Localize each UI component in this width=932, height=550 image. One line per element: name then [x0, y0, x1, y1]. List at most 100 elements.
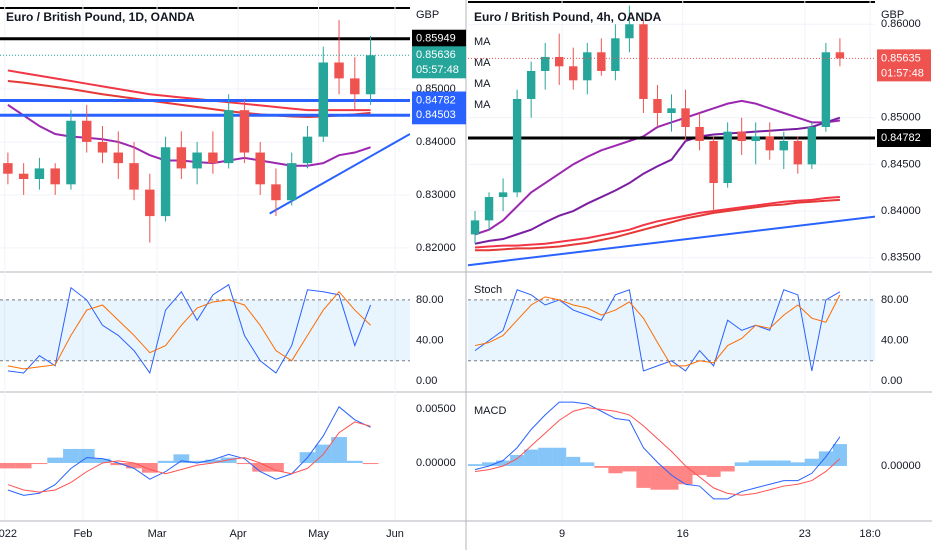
macd-histogram: [126, 462, 142, 469]
candle-body: [223, 110, 234, 164]
last-price-label: 0.85636: [416, 49, 456, 61]
stoch-band: [0, 299, 410, 361]
price-label: 0.84782: [416, 94, 456, 106]
candle-body: [653, 98, 662, 113]
macd-histogram: [220, 457, 237, 463]
macd-histogram: [236, 462, 253, 465]
y-tick-label: 40.00: [416, 334, 444, 346]
candle-body: [639, 24, 648, 99]
stoch-band: [468, 299, 875, 361]
macd-histogram: [720, 465, 735, 472]
y-tick-label: 0.86000: [881, 18, 921, 30]
macd-histogram: [818, 451, 833, 466]
macd-histogram: [748, 460, 763, 466]
macd-histogram: [678, 465, 693, 485]
moving-average: [7, 69, 371, 112]
y-tick-label: 0.00500: [416, 403, 456, 415]
candle-body: [751, 136, 760, 142]
candle-body: [681, 108, 690, 127]
signal-line: [474, 407, 841, 496]
candle-body: [287, 163, 297, 201]
candle-body: [176, 147, 187, 169]
candle-body: [555, 56, 564, 67]
macd-line: [474, 401, 841, 500]
candle-body: [835, 52, 845, 59]
price-label-bg: [412, 91, 466, 110]
axis-unit: GBP: [416, 9, 439, 21]
stoch-d: [7, 291, 371, 370]
y-tick-label: 80.00: [416, 294, 444, 306]
candle-body: [540, 56, 550, 71]
candle-body: [709, 141, 718, 184]
candle-body: [113, 152, 123, 164]
x-tick-label: Feb: [73, 528, 92, 540]
candle-body: [526, 70, 536, 99]
legend-entry: MA: [474, 36, 491, 48]
macd-histogram: [706, 465, 721, 477]
candle-body: [779, 141, 788, 151]
pane-label: Stoch: [474, 284, 502, 296]
y-tick-label: 40.00: [881, 334, 909, 346]
x-tick-label: Jun: [386, 528, 404, 540]
macd-histogram: [47, 457, 64, 463]
last-price-label: 0.85635: [881, 52, 921, 64]
candle-body: [3, 163, 13, 174]
price-label-bg: [412, 29, 466, 48]
macd-histogram: [832, 444, 847, 466]
candle-body: [470, 220, 480, 235]
candle-body: [192, 152, 202, 169]
candle-body: [695, 126, 704, 142]
y-tick-label: 0.00000: [416, 457, 456, 469]
stoch-k: [7, 283, 372, 375]
candle-body: [50, 168, 60, 185]
last-price-bg: [412, 46, 466, 79]
legend-entry: MA: [474, 78, 491, 90]
macd-histogram: [31, 462, 48, 465]
chart-title: Euro / British Pound, 1D, OANDA: [6, 10, 195, 24]
y-tick-label: 0.00: [881, 375, 902, 387]
candle-body: [737, 131, 746, 142]
price-label-bg: [877, 129, 931, 148]
candle-body: [239, 110, 250, 153]
y-tick-label: 0.00: [416, 375, 437, 387]
countdown: 05:57:48: [416, 64, 459, 76]
macd-histogram: [78, 448, 95, 463]
macd-histogram: [268, 462, 284, 472]
axis-unit: GBP: [881, 9, 904, 21]
legend-entry: MA: [474, 57, 491, 69]
macd-histogram: [734, 462, 749, 466]
candle-body: [350, 78, 360, 95]
macd-histogram: [538, 447, 553, 466]
candle-body: [318, 62, 328, 137]
macd-histogram: [468, 464, 483, 466]
candle-body: [765, 136, 774, 151]
price-label-bg: [412, 106, 466, 125]
candle-body: [255, 152, 265, 185]
candle-body: [18, 173, 29, 180]
x-tick-label: Apr: [230, 528, 247, 540]
price-label: 0.84503: [416, 109, 456, 121]
moving-average: [475, 198, 840, 252]
macd-histogram: [189, 460, 205, 463]
x-tick-label: Mar: [148, 528, 167, 540]
macd-histogram: [804, 458, 819, 466]
candle-body: [807, 126, 817, 165]
macd-histogram: [552, 447, 567, 466]
candle-body: [484, 197, 494, 221]
y-tick-label: 0.83500: [881, 252, 921, 264]
macd-histogram: [608, 465, 623, 474]
plot-area: [0, 0, 410, 520]
macd-histogram: [510, 455, 525, 466]
macd-histogram: [63, 448, 79, 463]
candle-body: [821, 52, 831, 127]
x-tick-label: 16: [677, 528, 689, 540]
macd-histogram: [496, 460, 511, 466]
macd-histogram: [636, 465, 651, 488]
chart-title: Euro / British Pound, 4h, OANDA: [474, 10, 662, 24]
y-tick-label: 0.83000: [416, 189, 456, 201]
macd-histogram: [331, 437, 347, 463]
macd-histogram: [482, 462, 497, 466]
macd-histogram: [776, 460, 791, 466]
macd-histogram: [205, 459, 221, 463]
y-tick-label: 0.85000: [881, 112, 921, 124]
